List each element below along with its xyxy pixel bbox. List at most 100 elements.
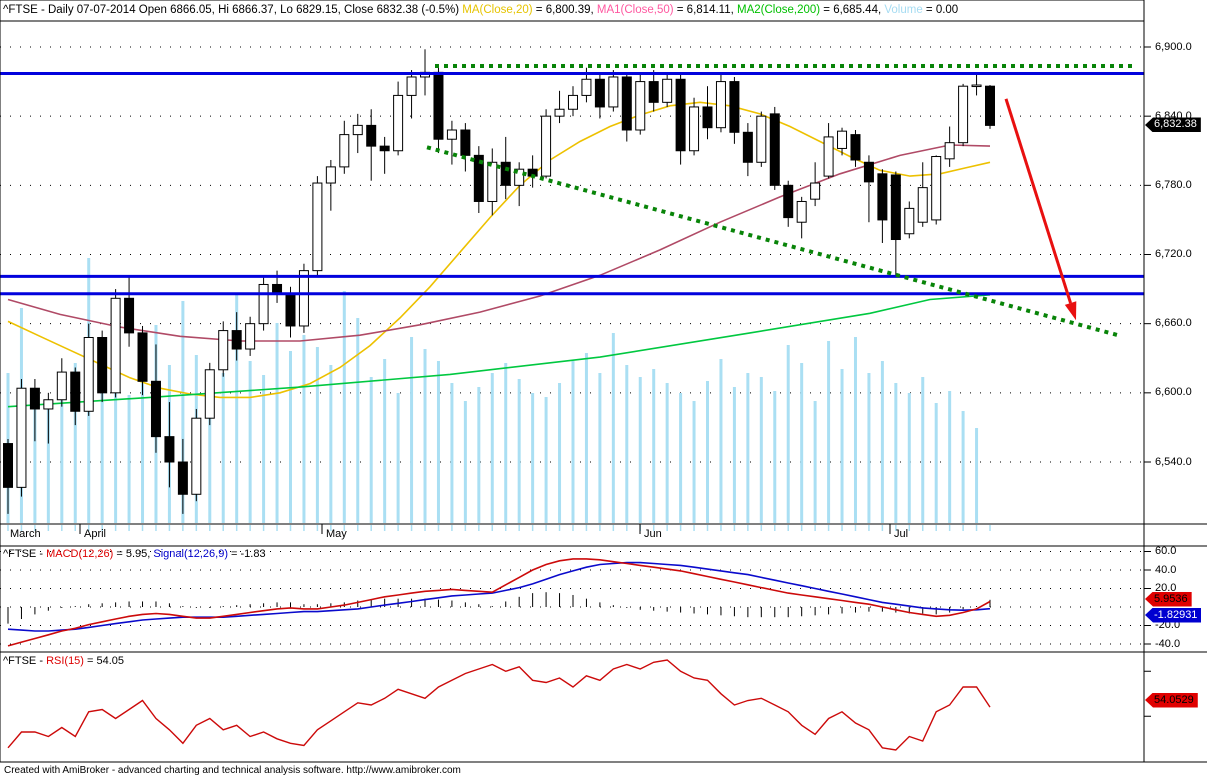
volume-bar [181,301,185,523]
volume-bar [598,373,602,523]
candle-body [837,130,848,149]
volume-bar [880,361,884,523]
rsi-value-tag: 54.0529 [1145,692,1198,708]
macd-panel-title: ^FTSE - MACD(12,26) = 5.95, Signal(12,26… [3,548,266,561]
volume-bar [652,369,656,523]
volume-bar [786,345,790,523]
volume-bar [961,411,965,523]
candle-body [756,115,767,163]
red-arrow-head [1064,301,1077,321]
candle-body [312,182,323,272]
candle-body [514,168,525,186]
axis-tick-label: 6,900.0 [1155,40,1192,53]
candle-body [608,76,619,108]
candle-body [231,330,242,350]
candle-body [245,323,256,350]
candle-body [971,84,982,88]
volume-bar [410,337,414,523]
candle-body [298,270,309,327]
volume-bar [288,351,292,523]
candle-body [191,417,202,495]
candle-body [581,78,592,96]
candle-body [164,436,175,463]
volume-bar [423,349,427,523]
volume-bar [221,373,225,523]
ma50-line [7,144,991,342]
candle-body [500,161,511,186]
candle-body [433,71,444,140]
rsi-panel-title: ^FTSE - RSI(15) = 54.05 [3,655,124,668]
candle-body [863,161,874,183]
title-segment: = 6,685.44, [820,4,885,16]
candle-body [460,129,471,156]
axis-tick-label: -40.0 [1155,637,1181,650]
title-segment: MA2(Close,200) [737,4,821,16]
volume-bar [302,335,306,523]
candle-body [944,142,955,160]
chart-title: ^FTSE - Daily 07-07-2014 Open 6866.05, H… [3,3,958,17]
volume-bar [558,383,562,523]
volume-bar [706,381,710,523]
candle-body [702,106,713,129]
last-price-tag: 6,832.38 [1145,117,1201,133]
axis-tick-label: 6,660.0 [1155,317,1192,330]
ma200-line [7,294,991,408]
rsi-title-segment: ^FTSE - [3,655,47,667]
macd-title-segment: ^FTSE - [3,548,47,560]
candle-body [218,330,229,371]
volume-bar [504,363,508,523]
title-segment: MA1(Close,50) [596,4,674,16]
candle-body [729,81,740,133]
rsi-title-segment: RSI(15) [46,655,84,667]
volume-bar [248,361,252,523]
volume-bar [477,387,481,523]
volume-bar [773,391,777,523]
candle-body [796,200,807,223]
volume-bar [867,373,871,523]
candle-body [124,297,135,334]
signal-value-tag: -1.82931 [1145,607,1202,623]
title-segment: = 6,800.39, [532,4,597,16]
title-segment: MA(Close,20) [462,4,533,16]
candle-body [473,154,484,202]
volume-bar [638,377,642,523]
volume-bar [369,377,373,523]
title-segment: = 0.00 [922,4,959,16]
candle-body [137,332,148,382]
candle-body [635,81,646,131]
volume-bar [114,375,118,523]
volume-bar [611,333,615,523]
month-label-jul: Jul [894,528,909,540]
volume-bar [315,347,319,523]
volume-bar [275,323,279,523]
axis-tick-label: 60.0 [1155,545,1177,557]
month-label-april: April [84,528,107,540]
volume-bar [840,369,844,523]
candle-body [877,173,888,221]
volume-bar [463,401,467,523]
volume-bar [100,353,104,523]
volume-bar [60,383,64,523]
candle-body [393,94,404,152]
volume-bar [759,377,763,523]
title-segment: Volume [884,4,923,16]
volume-bar [33,393,37,523]
volume-bar [262,375,266,523]
rsi-line [7,659,991,751]
candle-body [675,78,686,152]
month-label-may: May [326,528,347,540]
volume-bar [436,361,440,523]
candle-body [823,136,834,177]
candle-body [406,76,417,96]
volume-bar [544,397,548,523]
volume-bar [746,373,750,523]
volume-bar [531,393,535,523]
candle-body [594,78,605,108]
candle-body [29,387,40,410]
signal-line [7,561,991,632]
volume-bar [921,377,925,523]
macd-line [7,558,991,647]
volume-bar [907,393,911,523]
